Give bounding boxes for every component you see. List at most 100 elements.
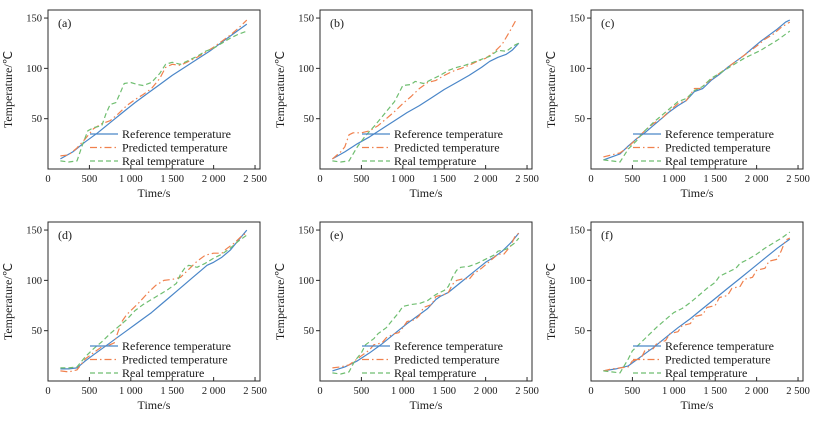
y-axis-label: Temperature/℃ [273,262,287,339]
legend-label: Real temperature [122,365,204,379]
x-tick-label: 1 000 [119,174,143,185]
subplot-e: 0 500 1 000 1 500 2 000 2 500 50 100 150 Time/s Te… [272,212,543,423]
series-line-solid [603,238,791,371]
x-axis-label: Time/s [681,186,714,200]
series-line-dashdot [60,19,248,157]
y-tick-label: 150 [298,14,314,25]
plot-frame [47,9,261,170]
y-tick-label: 50 [303,326,314,337]
series-line-dashdot [331,20,516,160]
x-tick-label: 0 [317,386,322,397]
panel-label: (b) [330,16,344,30]
series-line-solid [603,19,791,161]
x-tick-label: 2 500 [515,386,539,397]
y-axis-label: Temperature/℃ [273,51,287,128]
legend-label: Predicted temperature [394,352,500,366]
chart-canvas-e: 0 500 1 000 1 500 2 000 2 500 50 100 150 Time/s Te… [273,221,539,412]
series-line-dashed [603,30,791,163]
x-tick-label: 1 000 [662,174,686,185]
x-tick-label: 0 [45,174,50,185]
x-tick-label: 1 000 [391,386,415,397]
legend-label: Real temperature [122,154,204,168]
x-tick-label: 2 000 [473,386,497,397]
chart-canvas-a: 0 500 1 000 1 500 2 000 2 500 50 100 150 Time/s Te… [1,9,267,200]
x-tick-label: 0 [589,174,594,185]
legend-label: Real temperature [665,365,747,379]
x-tick-label: 1 500 [160,174,184,185]
subplot-d: 0 500 1 000 1 500 2 000 2 500 50 100 150 Time/s Te… [0,212,271,423]
x-tick-label: 0 [589,386,594,397]
x-axis-label: Time/s [409,398,442,412]
subplot-b: 0 500 1 000 1 500 2 000 2 500 50 100 150 Time/s Te… [272,0,543,211]
legend-label: Real temperature [394,154,476,168]
x-tick-label: 500 [353,174,369,185]
y-tick-label: 50 [575,326,586,337]
panel-label: (c) [601,16,614,30]
x-tick-label: 1 500 [432,174,456,185]
x-tick-label: 1 500 [704,386,728,397]
legend-label: Predicted temperature [122,352,228,366]
x-tick-label: 1 500 [704,174,728,185]
y-axis-label: Temperature/℃ [1,262,15,339]
legend-label: Predicted temperature [665,352,771,366]
series-line-dashdot [331,232,519,368]
legend-label: Reference temperature [394,127,503,141]
legend-label: Predicted temperature [394,140,500,154]
legend-label: Reference temperature [665,338,774,352]
y-tick-label: 50 [303,114,314,125]
panel-label: (f) [601,228,613,242]
y-tick-label: 150 [570,14,586,25]
legend-label: Real temperature [394,365,476,379]
series-line-dashed [331,237,519,375]
x-tick-label: 500 [625,386,641,397]
y-tick-label: 50 [32,114,43,125]
series-line-dashdot [603,237,791,371]
chart-canvas-c: 0 500 1 000 1 500 2 000 2 500 50 100 150 Time/s Te… [544,9,811,200]
y-axis-label: Temperature/℃ [544,262,558,339]
x-tick-label: 1 000 [662,386,686,397]
y-tick-label: 100 [298,275,314,286]
x-axis-label: Time/s [409,186,442,200]
x-tick-label: 2 000 [745,174,769,185]
y-axis-label: Temperature/℃ [544,51,558,128]
x-tick-label: 2 000 [202,386,226,397]
legend-label: Reference temperature [394,338,503,352]
x-tick-label: 2 000 [473,174,497,185]
legend-label: Real temperature [665,154,747,168]
x-tick-label: 500 [625,174,641,185]
x-tick-label: 2 500 [243,174,267,185]
x-tick-label: 2 500 [787,386,811,397]
x-tick-label: 2 000 [745,386,769,397]
plot-frame [590,221,804,381]
legend-label: Reference temperature [122,127,231,141]
series-line-dashed [60,234,248,368]
x-tick-label: 1 000 [391,174,415,185]
plot-frame [47,221,261,381]
y-tick-label: 100 [570,64,586,75]
chart-canvas-f: 0 500 1 000 1 500 2 000 2 500 50 100 150 Time/s Te… [544,221,811,412]
x-tick-label: 2 500 [243,386,267,397]
y-tick-label: 100 [298,64,314,75]
subplot-c: 0 500 1 000 1 500 2 000 2 500 50 100 150 Time/s Te… [543,0,814,211]
chart-canvas-d: 0 500 1 000 1 500 2 000 2 500 50 100 150 Time/s Te… [1,221,267,412]
y-axis-label: Temperature/℃ [1,51,15,128]
x-tick-label: 1 000 [119,386,143,397]
series-line-dashdot [60,232,248,372]
panel-label: (d) [58,228,72,242]
y-tick-label: 100 [26,275,42,286]
y-tick-label: 150 [26,14,42,25]
series-line-solid [60,229,248,369]
subplot-a: 0 500 1 000 1 500 2 000 2 500 50 100 150 Time/s Te… [0,0,271,211]
panel-label: (a) [58,16,71,30]
x-tick-label: 2 500 [787,174,811,185]
y-tick-label: 100 [26,64,42,75]
y-tick-label: 50 [575,114,586,125]
y-tick-label: 150 [298,225,314,236]
x-axis-label: Time/s [138,186,171,200]
legend-label: Predicted temperature [122,140,228,154]
